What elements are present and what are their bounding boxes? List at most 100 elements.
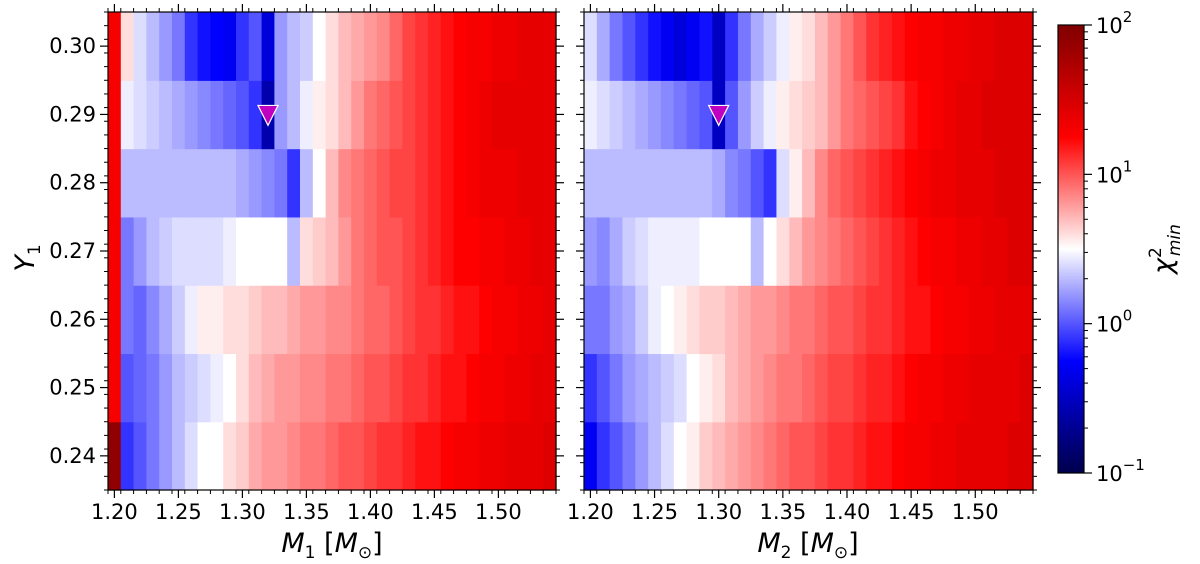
heatmap-cell xyxy=(492,12,506,81)
x-tick-label: 1.50 xyxy=(952,500,999,524)
heatmap-cell xyxy=(351,353,365,423)
heatmap-cell xyxy=(133,148,147,218)
heatmap-cell xyxy=(338,285,352,355)
heatmap-cell xyxy=(504,285,519,355)
heatmap-cell xyxy=(146,12,160,81)
heatmap-cell xyxy=(146,421,160,491)
heatmap-cell xyxy=(389,12,403,81)
heatmap-cell xyxy=(159,285,173,355)
heatmap-cell xyxy=(504,80,519,150)
heatmap-cell xyxy=(223,148,237,218)
heatmap-cell xyxy=(120,353,135,423)
heatmap-cell xyxy=(750,216,765,286)
heatmap-cell xyxy=(814,148,829,218)
heatmap-cell xyxy=(879,216,893,286)
heatmap-cell xyxy=(172,285,186,355)
x-tick-label: 1.40 xyxy=(347,500,394,524)
heatmap-cell xyxy=(866,285,880,355)
heatmap-cell xyxy=(981,80,996,150)
heatmap-cell xyxy=(376,12,391,81)
heatmap-cell xyxy=(223,12,237,81)
heatmap-cell xyxy=(853,148,867,218)
heatmap-cell xyxy=(750,12,765,81)
heatmap-cell xyxy=(827,216,842,286)
colorbar-tick-label: 101 xyxy=(1096,157,1132,187)
heatmap-cell xyxy=(108,80,122,150)
heatmap-cell xyxy=(699,353,713,423)
heatmap-cell xyxy=(108,353,122,423)
colorbar-tick-label: 10−1 xyxy=(1096,456,1145,486)
heatmap-cell xyxy=(930,285,944,355)
heatmap-cell xyxy=(750,353,765,423)
heatmap-cell xyxy=(440,80,455,150)
heatmap-panel-left: 1.20 1.25 1.30 1.35 1.40 1.45 1.50 0.24 0.25 0.26… xyxy=(10,4,564,563)
heatmap-cell xyxy=(338,353,352,423)
heatmap-cell xyxy=(517,285,531,355)
heatmap-cell xyxy=(968,216,983,286)
heatmap-cell xyxy=(917,421,931,491)
heatmap-cell xyxy=(994,80,1008,150)
heatmap-cell xyxy=(609,421,624,491)
heatmap-cell xyxy=(853,421,867,491)
heatmap-cell xyxy=(776,285,790,355)
x-tick-label: 1.30 xyxy=(695,500,742,524)
colorbar-tick-label: 100 xyxy=(1096,307,1132,337)
heatmap-cell xyxy=(108,421,122,491)
heatmap-cell xyxy=(389,353,403,423)
heatmap-cell xyxy=(635,421,649,491)
heatmap-cell xyxy=(197,80,211,150)
heatmap-cell xyxy=(223,421,237,491)
heatmap-cell xyxy=(184,148,199,218)
x-tick-label: 1.50 xyxy=(475,500,522,524)
heatmap-cell xyxy=(622,216,636,286)
heatmap-cell xyxy=(543,148,557,218)
heatmap-cell xyxy=(492,216,506,286)
x-tick-label: 1.45 xyxy=(888,500,935,524)
heatmap-cell xyxy=(596,12,611,81)
heatmap-cell xyxy=(146,148,160,218)
heatmap-cell xyxy=(133,421,147,491)
heatmap-cell xyxy=(943,148,957,218)
heatmap-cell xyxy=(699,285,713,355)
heatmap-cell xyxy=(584,353,598,423)
heatmap-cell xyxy=(827,285,842,355)
heatmap-cell xyxy=(133,285,147,355)
heatmap-cell xyxy=(660,148,675,218)
heatmap-cell xyxy=(312,421,327,491)
y-tick-label: 0.29 xyxy=(49,102,96,126)
heatmap-cell xyxy=(364,285,378,355)
colorbar-gradient xyxy=(1057,24,1085,474)
heatmap-cell xyxy=(248,148,263,218)
heatmap-cell xyxy=(325,353,339,423)
heatmap-cell xyxy=(453,148,467,218)
heatmap-cell xyxy=(184,421,199,491)
heatmap-cell xyxy=(840,80,854,150)
heatmap-cell xyxy=(492,148,506,218)
heatmap-cell xyxy=(1007,216,1021,286)
heatmap-cell xyxy=(776,353,790,423)
x-tick-label: 1.35 xyxy=(283,500,330,524)
heatmap-cell xyxy=(415,148,429,218)
heatmap-cell xyxy=(956,353,970,423)
heatmap-cell xyxy=(428,216,442,286)
heatmap-cell xyxy=(763,80,778,150)
heatmap-cell xyxy=(673,216,688,286)
heatmap-cell xyxy=(428,353,442,423)
heatmap-cell xyxy=(236,285,250,355)
heatmap-cell xyxy=(261,216,275,286)
heatmap-cell xyxy=(956,148,970,218)
heatmap-cell xyxy=(584,216,598,286)
heatmap-cell xyxy=(596,148,611,218)
heatmap-cell xyxy=(453,421,467,491)
heatmap-cell xyxy=(1020,12,1034,81)
heatmap-cell xyxy=(725,216,739,286)
heatmap-cell xyxy=(479,285,493,355)
heatmap-cell xyxy=(236,148,250,218)
heatmap-cell xyxy=(686,12,701,81)
heatmap-cell xyxy=(492,80,506,150)
heatmap-cell xyxy=(943,80,957,150)
heatmap-cell xyxy=(274,285,288,355)
heatmap-cell xyxy=(415,12,429,81)
heatmap-cell xyxy=(789,285,803,355)
heatmap-cell xyxy=(660,12,675,81)
